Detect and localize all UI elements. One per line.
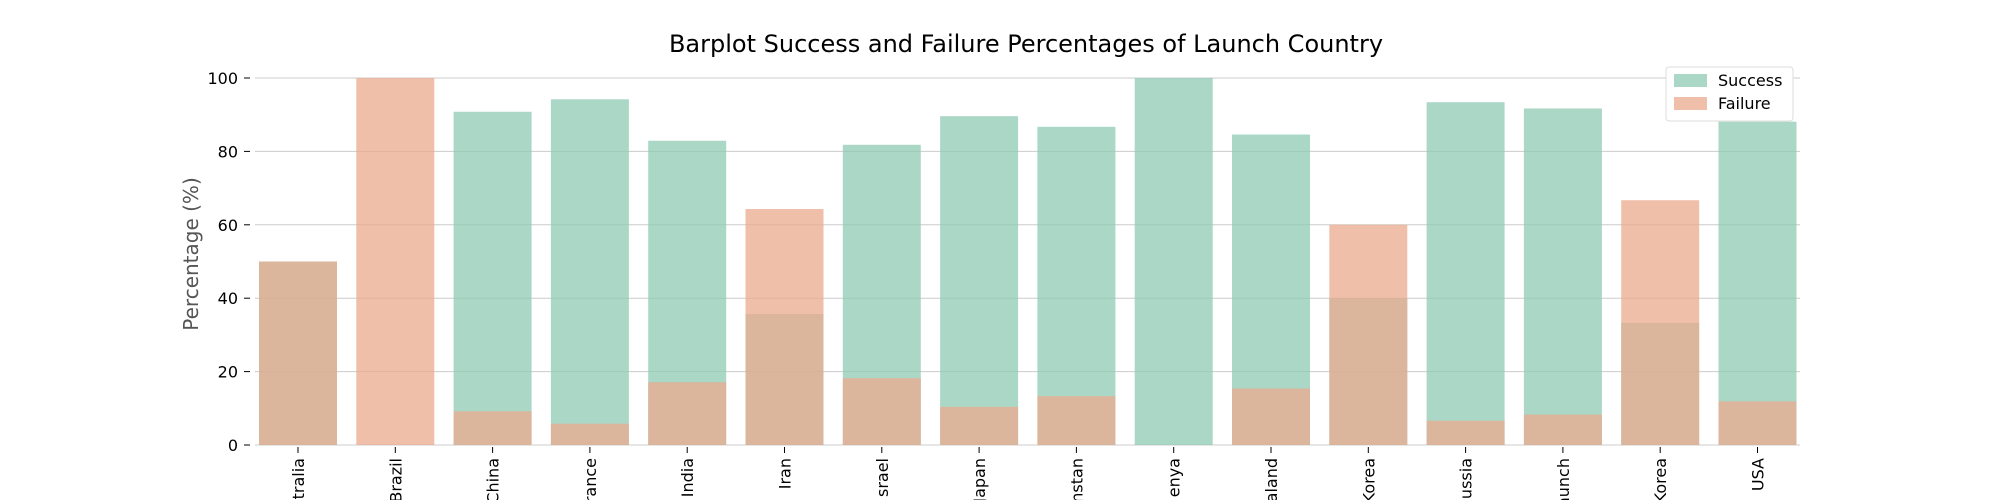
x-tick-labels: tralia Brazil China rance India Iran srael Japa…	[289, 447, 1768, 500]
bar-failure	[356, 78, 435, 445]
x-tick-label: Korea	[1359, 458, 1378, 500]
bar-failure	[1329, 224, 1408, 445]
bar-failure	[648, 382, 727, 445]
y-axis-label: Percentage (%)	[179, 177, 203, 330]
legend-swatch-success	[1674, 74, 1707, 87]
bar-success	[940, 116, 1019, 445]
y-tick-label: 0	[228, 436, 238, 455]
bar-failure	[1232, 388, 1310, 445]
y-tick-label: 100	[207, 69, 238, 88]
legend-swatch-failure	[1674, 97, 1707, 110]
bar-success	[1718, 121, 1797, 445]
bar-failure	[1718, 401, 1797, 445]
chart-title: Barplot Success and Failure Percentages …	[669, 30, 1383, 58]
legend-label-failure: Failure	[1718, 94, 1771, 113]
bars	[259, 78, 1797, 446]
bar-failure	[940, 406, 1019, 445]
x-tick-label: Brazil	[386, 458, 405, 500]
bar-success	[1037, 126, 1116, 445]
y-tick-label: 60	[218, 216, 238, 235]
bar-success	[453, 111, 532, 445]
bar-success	[1134, 78, 1213, 445]
bar-failure	[1037, 396, 1116, 445]
x-tick-label: tralia	[289, 458, 308, 499]
bar-success	[550, 99, 629, 445]
bar-failure	[842, 378, 921, 445]
bar-success	[1523, 108, 1602, 445]
bar-failure	[745, 209, 824, 445]
x-tick-label: srael	[873, 458, 892, 497]
x-tick-label: India	[678, 458, 697, 497]
bar-failure	[1523, 414, 1602, 445]
y-tick-label: 80	[218, 142, 238, 161]
x-tick-label: USA	[1749, 458, 1768, 491]
x-tick-label: China	[484, 458, 503, 500]
x-tick-label: aunch	[1554, 458, 1573, 500]
x-tick-label: Iran	[776, 458, 795, 489]
legend: Success Failure	[1665, 66, 1794, 122]
x-tick-label: Japan	[970, 458, 989, 500]
bar-failure	[1621, 200, 1700, 445]
y-tick-labels: 0 20 40 60 80 100	[207, 69, 250, 455]
x-tick-label: ealand	[1262, 458, 1281, 500]
x-tick-label: nstan	[1067, 458, 1086, 500]
bar-failure	[550, 423, 629, 445]
bar-success	[1426, 102, 1505, 446]
y-tick-label: 40	[218, 289, 238, 308]
legend-label-success: Success	[1718, 71, 1782, 90]
bar-failure	[453, 411, 532, 445]
y-tick-label: 20	[218, 363, 238, 382]
bar-failure	[1426, 420, 1505, 445]
bar-failure	[259, 261, 337, 445]
x-tick-label: ussia	[1457, 458, 1476, 499]
x-tick-label: rance	[581, 458, 600, 500]
x-tick-label: enya	[1165, 458, 1184, 497]
x-tick-label: Korea	[1651, 458, 1670, 500]
